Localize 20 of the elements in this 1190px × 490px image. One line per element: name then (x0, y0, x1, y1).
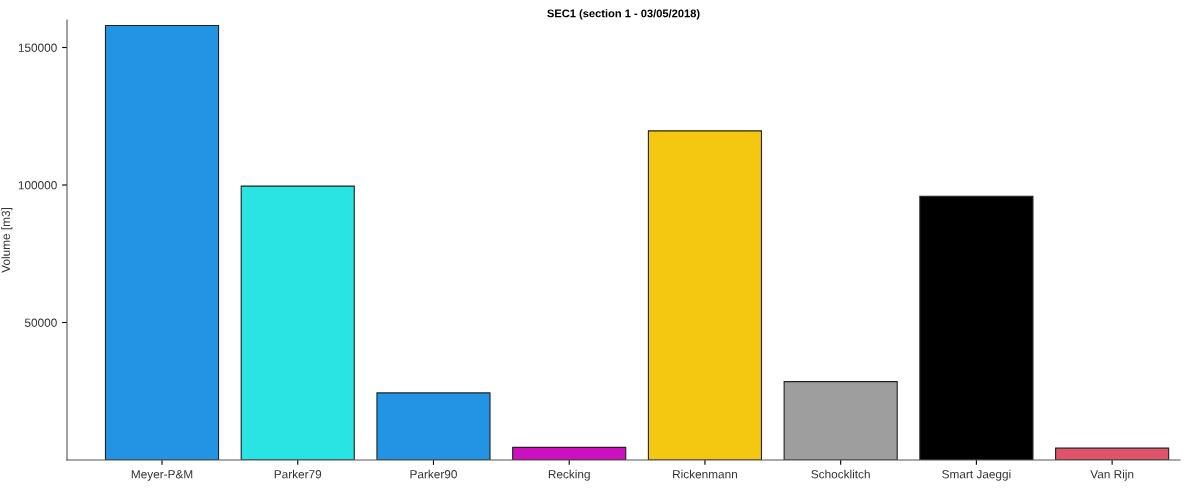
x-tick-label: Van Rijn (1090, 469, 1134, 481)
bar (647, 130, 763, 460)
x-tick-label: Rickenmann (673, 469, 737, 479)
y-tick-label: 100000 (18, 181, 57, 190)
y-axis-title: Volume [m3] (1, 208, 13, 273)
x-tick-label: Recking (548, 469, 590, 481)
y-tick-label: 150000 (18, 43, 57, 52)
bar (376, 392, 491, 460)
bar (240, 185, 355, 460)
x-tick-label: Smart Jaeggi (942, 469, 1011, 481)
x-tick-label: Parker79 (274, 469, 322, 479)
bar (104, 24, 220, 460)
x-tick-label: Parker90 (410, 469, 457, 479)
bar (919, 195, 1034, 460)
bar (783, 381, 898, 460)
bar (512, 446, 627, 460)
x-tick-label: Meyer-P&M (131, 470, 193, 481)
chart-title: SEC1 (section 1 - 03/05/2018) (547, 9, 700, 20)
x-tick-label: Schocklitch (811, 469, 870, 479)
y-tick-label: 50000 (24, 318, 57, 327)
